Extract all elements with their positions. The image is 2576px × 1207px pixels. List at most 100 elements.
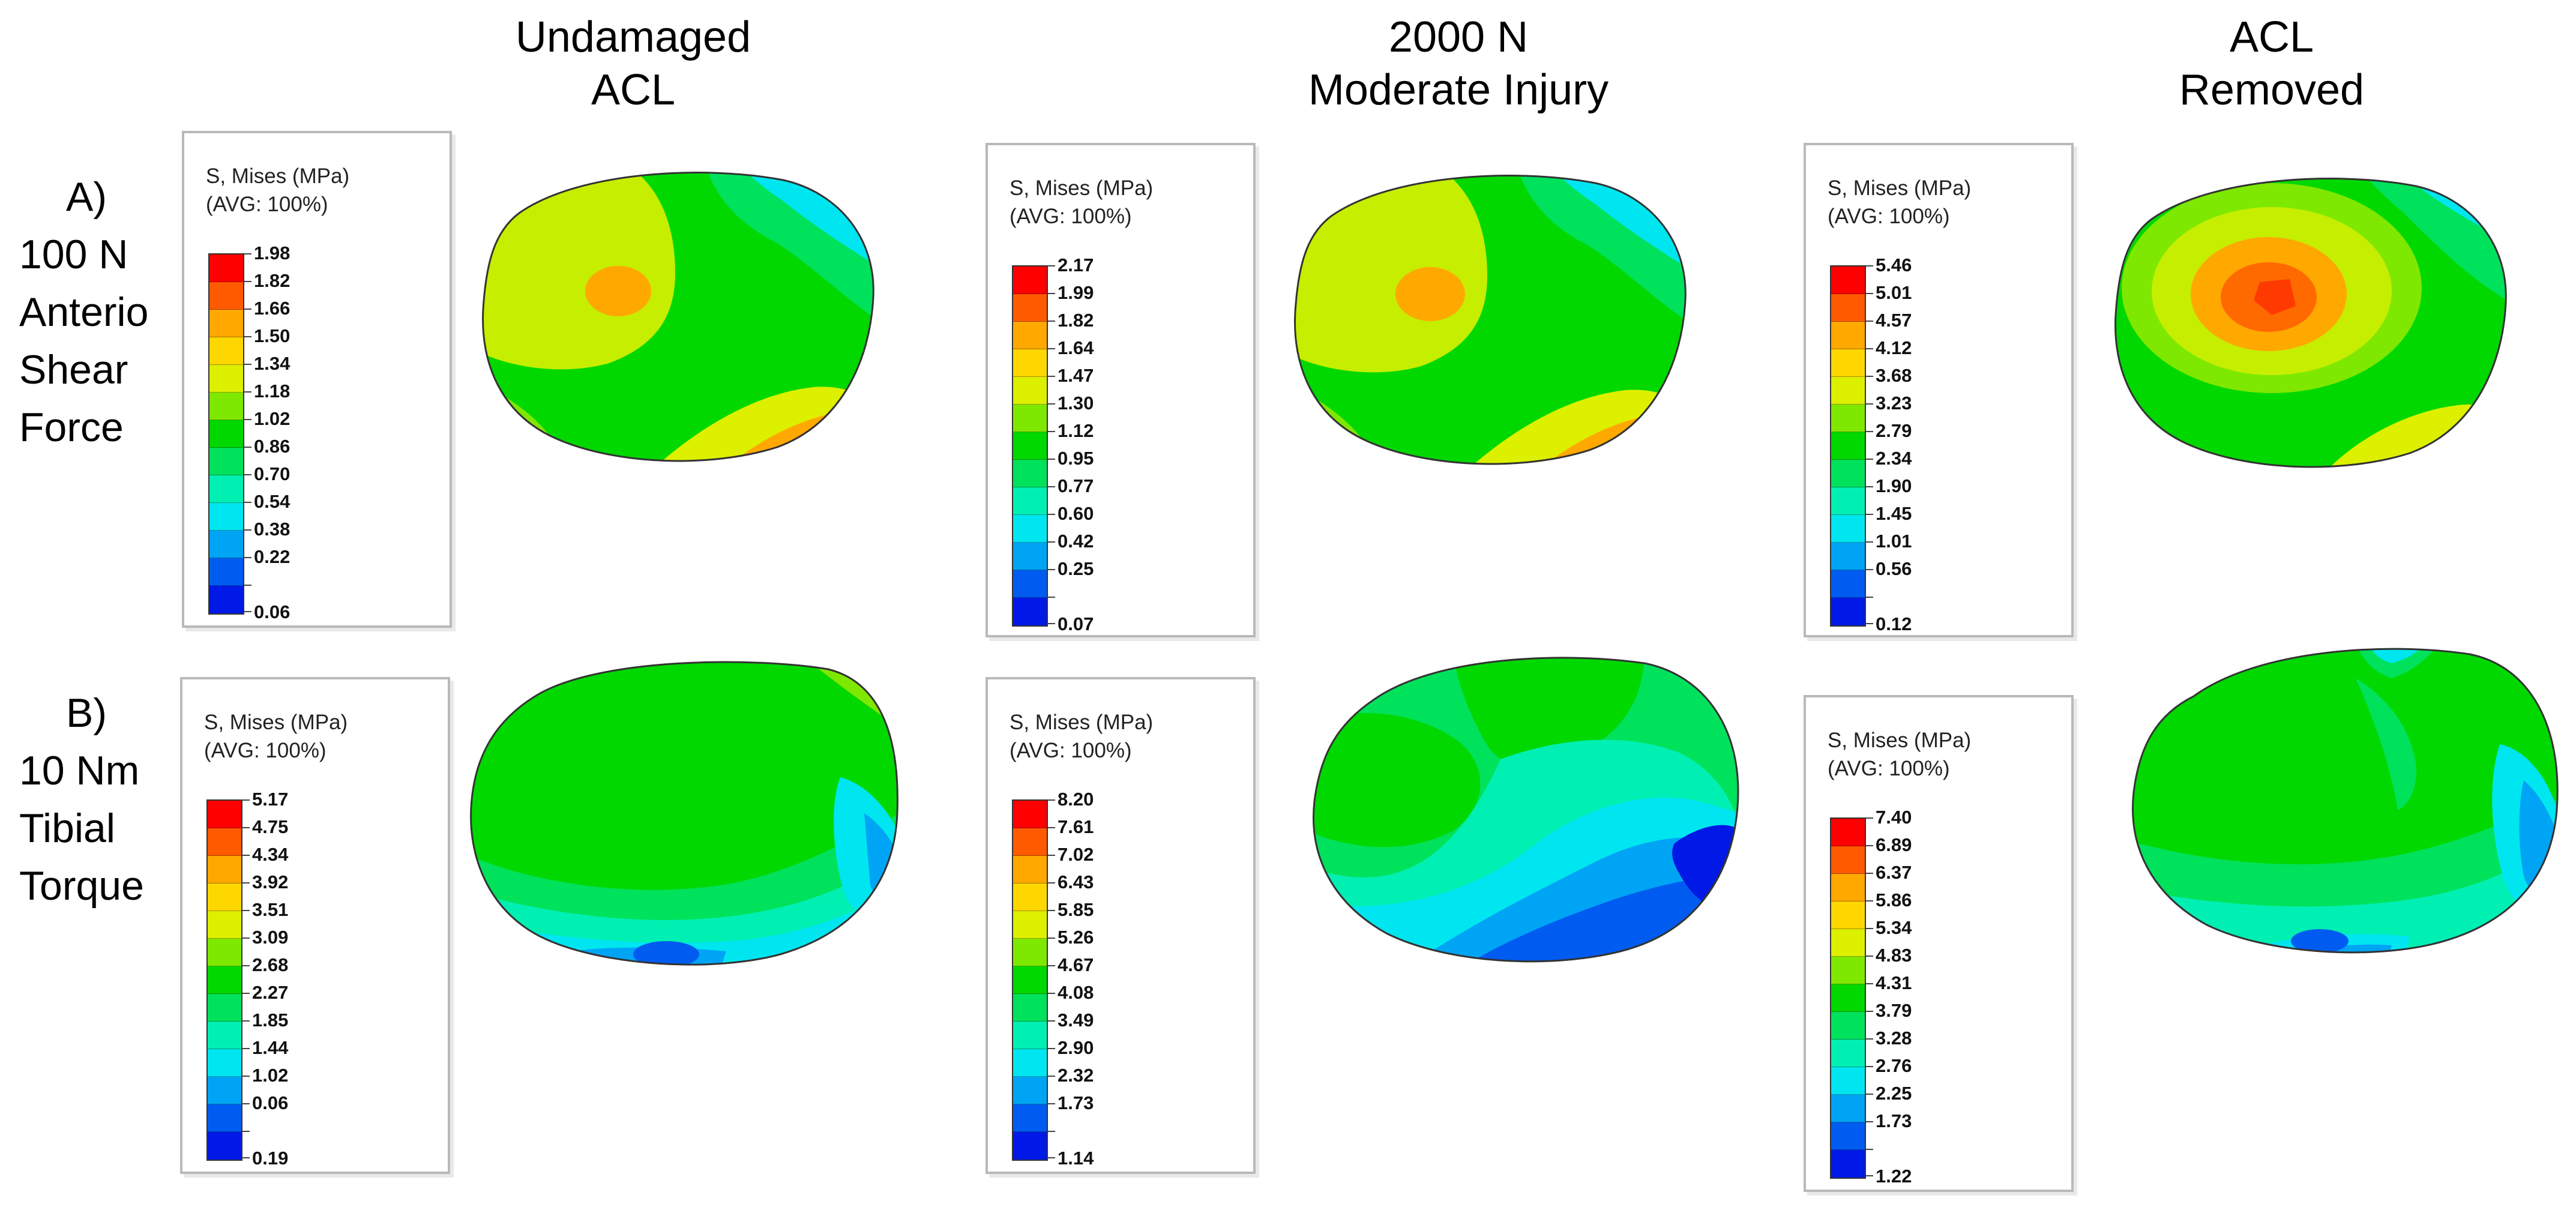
legend-value: 1.73 [1058, 1092, 1094, 1113]
legend-title: S, Mises (MPa) (AVG: 100%) [204, 708, 348, 765]
legend-value: 0.60 [1058, 503, 1094, 524]
legend-swatch [1013, 543, 1047, 570]
contour-plot-a2 [1289, 168, 1691, 468]
legend-swatch [1831, 984, 1865, 1012]
legend-swatch [1013, 294, 1047, 322]
legend-swatch [208, 1077, 241, 1104]
column-title-line1: ACL [2229, 13, 2314, 61]
row-line: Torque [19, 863, 144, 909]
column-title-line2: ACL [591, 66, 676, 114]
legend-value: 6.89 [1876, 834, 1912, 855]
legend-swatch [1013, 432, 1047, 460]
legend-swatch [1831, 487, 1865, 515]
legend-value: 2.25 [1876, 1083, 1912, 1104]
legend-value: 1.12 [1058, 420, 1094, 441]
row-letter: B) [66, 690, 107, 736]
legend-value: 1.82 [254, 270, 290, 291]
legend-swatch [209, 393, 243, 420]
legend-swatch [208, 966, 241, 994]
legend-swatch [209, 531, 243, 558]
legend-swatch [209, 475, 243, 503]
legend-value: 1.22 [1876, 1166, 1912, 1187]
legend-colorbar [206, 799, 242, 1161]
legend-value: 0.19 [252, 1148, 289, 1169]
legend-swatch [1013, 570, 1047, 598]
legend-value: 5.86 [1876, 889, 1912, 911]
legend-swatch [1831, 322, 1865, 349]
row-label-tibial-torque: B) 10 Nm Tibial Torque [0, 684, 150, 915]
legend-swatch [1831, 1122, 1865, 1150]
column-title-undamaged-acl: Undamaged ACL [363, 11, 903, 116]
stress-legend-a2: S, Mises (MPa) (AVG: 100%) 2.17 1.99 1.82 1.6… [986, 143, 1256, 637]
legend-title-line2: (AVG: 100%) [1010, 739, 1132, 762]
legend-swatch [1831, 377, 1865, 405]
contour-svg [2114, 178, 2507, 468]
legend-swatch [209, 558, 243, 586]
legend-value: 0.95 [1058, 448, 1094, 469]
legend-value: 1.90 [1876, 475, 1912, 496]
column-title-line1: Undamaged [515, 13, 751, 61]
legend-title: S, Mises (MPa) (AVG: 100%) [1010, 174, 1153, 230]
legend-swatch [1831, 598, 1865, 625]
contour-svg [482, 172, 874, 462]
legend-swatch [1013, 598, 1047, 625]
row-line: Tibial [19, 805, 115, 851]
legend-value: 6.37 [1876, 862, 1912, 883]
legend-value: 1.30 [1058, 393, 1094, 414]
legend-title-line1: S, Mises (MPa) [1010, 176, 1154, 200]
legend-swatch [208, 856, 241, 883]
legend-value: 1.02 [252, 1065, 289, 1086]
legend-swatch [1013, 966, 1047, 994]
legend-swatch [208, 939, 241, 966]
legend-value: 3.68 [1876, 365, 1912, 386]
legend-value: 0.12 [1876, 613, 1912, 634]
legend-swatch [1013, 801, 1047, 828]
legend-swatch [208, 1049, 241, 1077]
legend-value: 8.20 [1058, 789, 1094, 810]
legend-swatch [1013, 405, 1047, 432]
legend-swatch [1013, 939, 1047, 966]
legend-title-line2: (AVG: 100%) [1828, 205, 1950, 228]
legend-value: 1.44 [252, 1037, 289, 1058]
legend-colorbar [1012, 265, 1048, 627]
legend-title: S, Mises (MPa) (AVG: 100%) [1828, 174, 1971, 230]
legend-value: 5.17 [252, 789, 289, 810]
legend-swatch [1831, 570, 1865, 598]
legend-swatch [1013, 377, 1047, 405]
legend-swatch [208, 1022, 241, 1049]
column-title-moderate-injury: 2000 N Moderate Injury [1188, 11, 1729, 116]
legend-value: 4.57 [1876, 310, 1912, 331]
legend-swatch [1831, 405, 1865, 432]
legend-swatch [208, 801, 241, 828]
legend-value: 3.92 [252, 871, 289, 892]
legend-swatch [1013, 911, 1047, 939]
legend-value: 1.82 [1058, 310, 1094, 331]
row-label-anterior-shear: A) 100 N Anterior Shear Force [0, 168, 150, 456]
row-letter: A) [66, 174, 107, 220]
legend-swatch [1013, 487, 1047, 515]
legend-swatch [1831, 929, 1865, 957]
legend-value: 4.34 [252, 844, 289, 865]
legend-value: 1.02 [254, 408, 290, 429]
legend-title: S, Mises (MPa) (AVG: 100%) [1828, 726, 1971, 783]
legend-value: 3.09 [252, 927, 289, 948]
legend-value: 5.34 [1876, 917, 1912, 938]
legend-value: 0.25 [1058, 558, 1094, 579]
contour-plot-a1 [477, 165, 879, 465]
legend-swatch [209, 254, 243, 282]
legend-value: 2.90 [1058, 1037, 1094, 1058]
legend-value: 6.43 [1058, 871, 1094, 892]
legend-value: 7.61 [1058, 816, 1094, 837]
legend-value: 4.83 [1876, 945, 1912, 966]
legend-swatch [1831, 266, 1865, 294]
legend-swatch [1831, 1095, 1865, 1122]
legend-value: 3.51 [252, 899, 289, 920]
legend-swatch [1013, 856, 1047, 883]
legend-title-line1: S, Mises (MPa) [1828, 176, 1972, 200]
legend-value: 0.06 [252, 1092, 289, 1113]
legend-value: 4.67 [1058, 954, 1094, 975]
legend-swatch [1831, 515, 1865, 543]
contour-svg [2132, 648, 2559, 954]
legend-swatch [1013, 349, 1047, 377]
legend-title: S, Mises (MPa) (AVG: 100%) [1010, 708, 1153, 765]
